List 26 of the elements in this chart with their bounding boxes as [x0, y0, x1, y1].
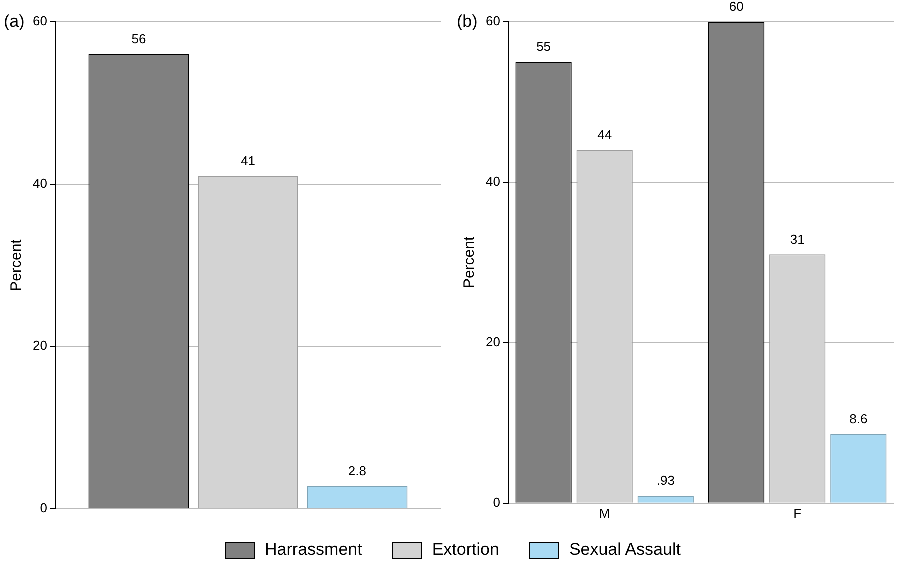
data-label: 60 — [729, 0, 744, 14]
y-tick-label: 20 — [32, 338, 48, 354]
y-tick-label: 0 — [40, 500, 48, 516]
y-tick-label: 20 — [486, 334, 500, 350]
chart-title: (b) — [457, 12, 478, 32]
legend-label: Sexual Assault — [569, 540, 681, 560]
data-label: 44 — [598, 127, 612, 142]
data-label: 56 — [132, 32, 146, 47]
data-label: 31 — [790, 232, 805, 247]
y-tick-label: 40 — [486, 174, 500, 190]
y-tick-label: 0 — [493, 494, 500, 510]
x-tick-label: F — [794, 506, 802, 521]
y-tick-label: 60 — [32, 14, 48, 29]
data-label: 2.8 — [348, 463, 367, 478]
y-tick-label: 60 — [486, 14, 500, 29]
y-tick-label: 40 — [32, 176, 48, 191]
legend-label: Extortion — [432, 540, 500, 560]
legend-label: Harrassment — [265, 540, 362, 560]
chart-title: (a) — [4, 12, 25, 32]
y-axis-title: Percent — [8, 238, 26, 292]
y-axis-title: Percent — [461, 236, 478, 289]
data-label: 55 — [536, 39, 552, 54]
data-label: 41 — [240, 153, 256, 168]
data-label: .93 — [656, 473, 675, 488]
data-label: 8.6 — [850, 411, 868, 426]
x-tick-label: M — [599, 506, 610, 521]
